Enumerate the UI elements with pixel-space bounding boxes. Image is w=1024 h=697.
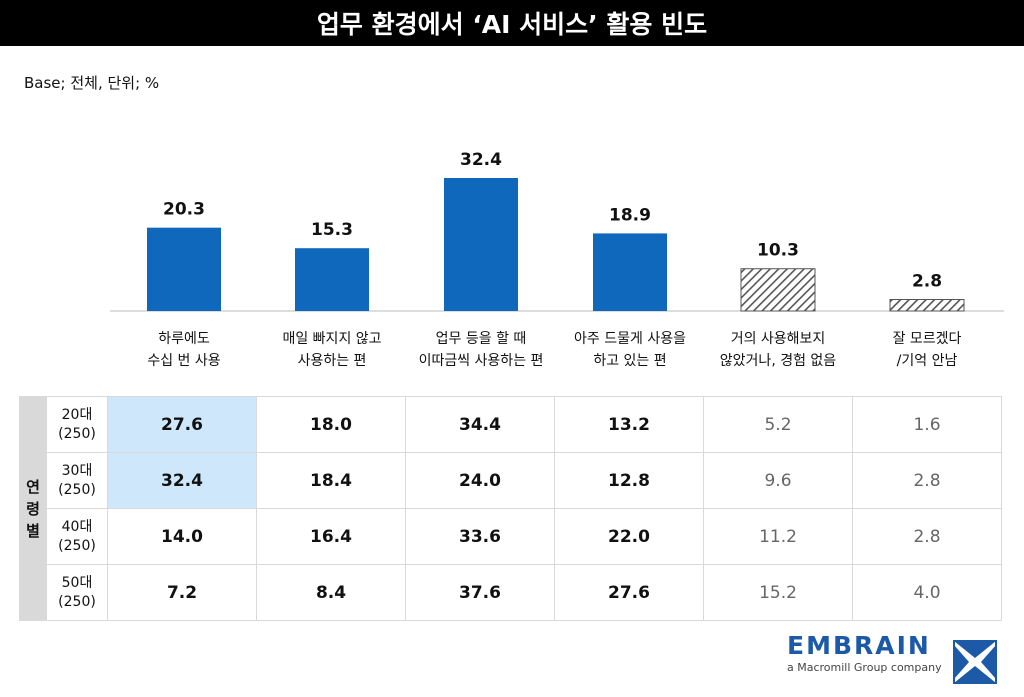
row-label-line: (250) xyxy=(58,425,96,442)
table-cell: 27.6 xyxy=(107,396,257,453)
row-label: 30대 (250) xyxy=(46,452,108,509)
embrain-logo: EMBRAIN a Macromill Group company xyxy=(787,631,942,675)
bar-6 xyxy=(889,299,965,312)
age-breakdown-table: 연 령 별 20대 (250) 27.6 18.0 34.4 13.2 5.2 1.6 30대 (250… xyxy=(19,396,1002,621)
logo-wordmark: EMBRAIN xyxy=(787,631,931,660)
row-label: 50대 (250) xyxy=(46,564,108,621)
table-cell: 7.2 xyxy=(107,564,257,621)
table-cell: 2.8 xyxy=(852,452,1002,509)
table-cell: 2.8 xyxy=(852,508,1002,565)
table-row: 40대 (250) 14.0 16.4 33.6 22.0 11.2 2.8 xyxy=(20,508,1002,565)
row-label-line: 30대 xyxy=(61,462,93,479)
bar-5 xyxy=(740,268,816,312)
row-label: 20대 (250) xyxy=(46,396,108,453)
category-label-line: 아주 드물게 사용을 xyxy=(574,331,686,347)
table-cell: 12.8 xyxy=(554,452,704,509)
table-cell: 27.6 xyxy=(554,564,704,621)
bar-value-label-2: 15.3 xyxy=(311,220,353,240)
bar-value-label-4: 18.9 xyxy=(609,205,651,225)
table-cell: 5.2 xyxy=(703,396,853,453)
category-label-line: 하고 있는 편 xyxy=(593,353,667,369)
table-cell: 18.4 xyxy=(256,452,406,509)
row-label-line: (250) xyxy=(58,537,96,554)
side-label-char: 별 xyxy=(26,521,40,540)
category-label-line: /기억 안남 xyxy=(896,353,958,369)
row-label-line: (250) xyxy=(58,481,96,498)
bar-value-label-6: 2.8 xyxy=(912,272,942,292)
row-label-line: 50대 xyxy=(61,574,93,591)
table-cell: 8.4 xyxy=(256,564,406,621)
table-cell: 13.2 xyxy=(554,396,704,453)
row-label: 40대 (250) xyxy=(46,508,108,565)
table-row: 연 령 별 20대 (250) 27.6 18.0 34.4 13.2 5.2 1.6 xyxy=(19,396,1002,621)
table-cell: 37.6 xyxy=(405,564,555,621)
category-label-line: 잘 모르겠다 xyxy=(892,331,962,347)
bar-chart: 20.3 15.3 32.4 18.9 10.3 2.8 xyxy=(110,150,1004,312)
side-label-char: 령 xyxy=(26,499,40,518)
table-cell: 32.4 xyxy=(107,452,257,509)
bar-4 xyxy=(593,233,667,311)
category-label-line: 매일 빠지지 않고 xyxy=(282,331,382,347)
table-cell: 34.4 xyxy=(405,396,555,453)
table-cell: 14.0 xyxy=(107,508,257,565)
category-label-line: 않았거나, 경험 없음 xyxy=(719,353,837,369)
bar-value-label-1: 20.3 xyxy=(163,200,205,220)
bar-1 xyxy=(147,227,221,311)
table-cell: 15.2 xyxy=(703,564,853,621)
table-cell: 11.2 xyxy=(703,508,853,565)
category-label-line: 이따금씩 사용하는 편 xyxy=(418,353,544,369)
bar-value-label-3: 32.4 xyxy=(460,150,502,170)
category-label-line: 수십 번 사용 xyxy=(147,353,221,369)
table-cell: 18.0 xyxy=(256,396,406,453)
category-label-6: 잘 모르겠다/기억 안남 xyxy=(852,328,1002,372)
row-label-line: (250) xyxy=(58,593,96,610)
table-cell: 24.0 xyxy=(405,452,555,509)
table-row: 50대 (250) 7.2 8.4 37.6 27.6 15.2 4.0 xyxy=(20,564,1002,621)
table-cell: 9.6 xyxy=(703,452,853,509)
category-label-line: 하루에도 xyxy=(158,331,210,347)
category-label-line: 사용하는 편 xyxy=(297,353,367,369)
embrain-logo-icon xyxy=(953,640,997,684)
bar-3 xyxy=(444,178,518,311)
logo-subtitle: a Macromill Group company xyxy=(787,661,942,674)
table-cell: 4.0 xyxy=(852,564,1002,621)
table-cell: 22.0 xyxy=(554,508,704,565)
row-label-line: 20대 xyxy=(61,406,93,423)
table-row: 30대 (250) 32.4 18.4 24.0 12.8 9.6 2.8 xyxy=(20,452,1002,509)
page-title: 업무 환경에서 ‘AI 서비스’ 활용 빈도 xyxy=(0,0,1024,46)
table-cell: 1.6 xyxy=(852,396,1002,453)
category-label-line: 거의 사용해보지 xyxy=(730,331,826,347)
row-label-line: 40대 xyxy=(61,518,93,535)
bar-2 xyxy=(295,248,369,311)
side-label-char: 연 xyxy=(26,477,40,496)
category-label-line: 업무 등을 할 때 xyxy=(435,331,527,347)
base-note: Base; 전체, 단위; % xyxy=(24,74,160,92)
table-cell: 33.6 xyxy=(405,508,555,565)
bar-value-label-5: 10.3 xyxy=(757,241,799,261)
table-cell: 16.4 xyxy=(256,508,406,565)
